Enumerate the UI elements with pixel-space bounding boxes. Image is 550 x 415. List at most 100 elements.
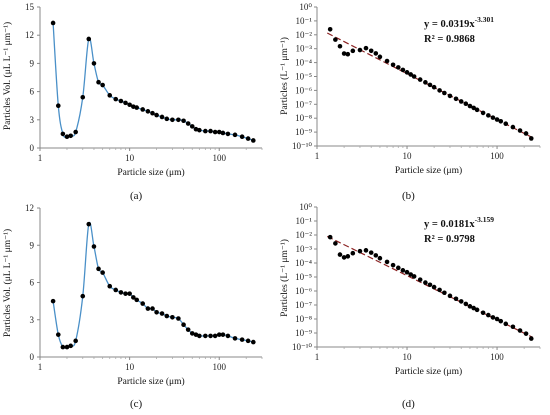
data-point-d [327, 234, 333, 240]
data-point-d [368, 250, 374, 255]
y-tick-label-c: 3 [30, 315, 35, 325]
data-point-a [251, 138, 256, 143]
x-tick-label-a: 1 [38, 153, 43, 163]
data-point-b [345, 51, 351, 57]
y-tick-label-c: 6 [30, 278, 35, 288]
data-point-d [510, 324, 516, 330]
data-point-d [490, 315, 496, 320]
chart-d: 1 10 100 10⁻¹⁰ 10⁻⁹ 10⁻⁸ 10⁻⁷ 10⁻⁶ 10⁻⁵ 10⁻⁴ 10⁻³ 1… [279, 202, 541, 377]
fit-equation-exponent-b: -3.301 [475, 15, 495, 24]
data-point-d [517, 328, 523, 333]
data-point-a [208, 128, 213, 134]
data-point-c [134, 297, 140, 303]
y-tick-label-d: 10⁻⁷ [295, 300, 312, 310]
data-point-d [400, 268, 406, 273]
y-tick-label-a: 9 [30, 58, 35, 68]
y-tick-label-b: 10⁻⁷ [295, 99, 312, 109]
data-point-a [140, 107, 146, 112]
x-tick-label-b: 100 [490, 151, 504, 161]
data-point-a [150, 110, 155, 116]
data-point-b [517, 128, 523, 133]
data-point-a [154, 112, 159, 118]
data-point-a [203, 128, 208, 134]
data-point-b [486, 113, 491, 118]
y-tick-label-d: 10⁻⁵ [295, 272, 312, 282]
data-point-d [474, 307, 480, 313]
data-point-a [159, 114, 165, 120]
x-axis-label-a: Particle size (μm) [117, 167, 184, 178]
data-point-d [442, 290, 447, 296]
data-point-b [384, 58, 390, 64]
fit-r2-d: R² = 0.9798 [424, 234, 475, 245]
y-tick-label-d: 10⁻² [296, 230, 313, 240]
data-point-a [96, 79, 101, 85]
chart-a: 1 10 100 0 3 6 9 12 15 Particle size (μm) Particle… [2, 2, 263, 178]
y-axis-label-c: Particles Vol. (μL L⁻¹ μm⁻¹) [2, 229, 13, 337]
y-tick-label-d: 10⁰ [299, 202, 312, 212]
y-tick-label-b: 10⁻¹⁰ [292, 141, 312, 151]
data-point-b [480, 110, 486, 116]
data-point-a [107, 93, 113, 98]
x-tick-label-c: 10 [125, 362, 135, 372]
chart-c: 1 10 100 0 3 6 9 12 Particle size (μm) Particles … [2, 203, 263, 387]
data-point-c [91, 244, 97, 249]
data-point-d [447, 293, 453, 299]
data-point-c [60, 344, 66, 350]
data-point-d [467, 304, 473, 309]
data-point-a [181, 118, 186, 124]
data-point-b [442, 90, 447, 96]
data-point-b [341, 51, 347, 56]
data-point-c [225, 333, 231, 339]
y-tick-label-a: 6 [30, 87, 35, 97]
data-point-b [498, 118, 504, 124]
data-point-a [145, 109, 151, 114]
data-point-c [232, 336, 238, 341]
data-point-c [212, 333, 218, 339]
data-point-a [127, 102, 132, 108]
y-tick-label-d: 10⁻⁸ [295, 314, 312, 324]
data-point-a [220, 130, 226, 136]
data-point-d [463, 301, 469, 307]
data-point-c [216, 332, 222, 337]
data-point-a [232, 132, 238, 138]
data-point-c [181, 322, 186, 328]
data-point-c [164, 313, 170, 319]
data-point-a [118, 98, 124, 104]
data-point-b [510, 124, 516, 130]
data-point-d [453, 296, 459, 302]
data-point-c [68, 343, 73, 349]
data-point-d [411, 274, 417, 279]
data-point-d [350, 250, 356, 256]
x-tick-label-c: 1 [38, 362, 43, 372]
data-point-b [494, 117, 500, 122]
data-point-b [471, 105, 476, 111]
data-point-d [384, 259, 390, 265]
data-point-c [176, 316, 181, 321]
data-point-c [113, 287, 119, 293]
y-tick-label-a: 0 [30, 143, 35, 153]
data-point-d [427, 282, 433, 288]
x-tick-label-a: 100 [212, 153, 226, 163]
data-point-c [154, 310, 159, 315]
y-tick-label-d: 10⁻³ [296, 244, 313, 254]
data-point-d [377, 255, 383, 261]
data-point-d [333, 241, 338, 246]
data-point-a [50, 20, 56, 26]
data-point-a [245, 136, 251, 141]
data-point-d [390, 262, 396, 268]
data-point-b [528, 136, 534, 141]
data-point-a [225, 131, 231, 137]
data-point-d [437, 287, 442, 293]
data-point-d [471, 305, 476, 311]
data-point-a [68, 133, 73, 139]
data-point-b [474, 107, 480, 113]
data-point-b [423, 80, 428, 85]
data-point-b [333, 37, 338, 42]
data-point-d [494, 316, 500, 322]
data-point-d [417, 277, 423, 282]
data-point-d [408, 272, 414, 277]
y-tick-label-d: 10⁻⁹ [295, 328, 312, 338]
data-point-a [185, 121, 191, 126]
y-tick-label-c: 9 [30, 240, 35, 250]
